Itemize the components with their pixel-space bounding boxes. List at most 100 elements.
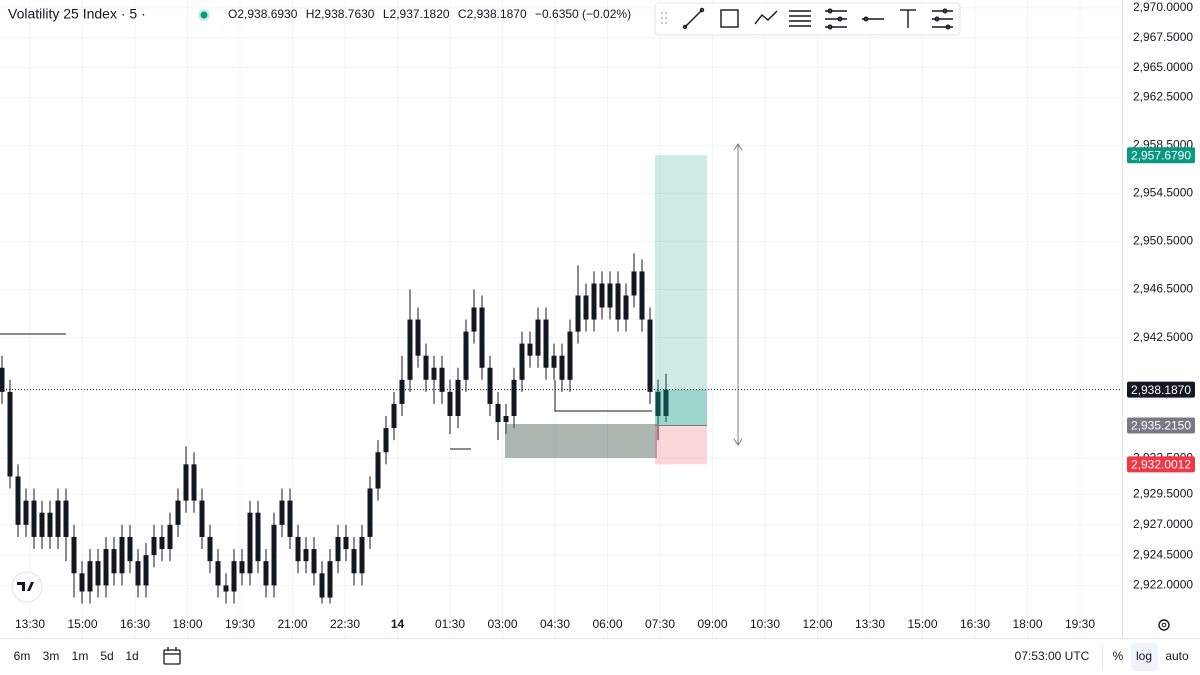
ohlc-key: C xyxy=(458,7,467,21)
candle-body xyxy=(591,283,597,320)
status-dot xyxy=(200,11,208,19)
candle-body xyxy=(151,536,157,556)
candle-body xyxy=(599,283,605,308)
candle-body xyxy=(255,512,261,562)
range-button[interactable]: 5d xyxy=(100,649,113,663)
candle-body xyxy=(231,561,237,592)
x-tick-label: 07:30 xyxy=(645,617,675,631)
tool-text[interactable] xyxy=(900,9,916,28)
x-tick-label: 12:00 xyxy=(802,617,832,631)
y-tick-label: 2,954.5000 xyxy=(1133,186,1193,200)
candle-body xyxy=(23,500,29,525)
last-price-label: 2,938.1870 xyxy=(1131,383,1191,397)
ohlc-key: O xyxy=(228,7,237,21)
candle-body xyxy=(623,295,629,320)
y-tick-label: 2,946.5000 xyxy=(1133,282,1193,296)
log-toggle[interactable]: log xyxy=(1136,649,1152,663)
logo[interactable] xyxy=(11,571,43,603)
candle-body xyxy=(199,500,205,537)
candle-body xyxy=(167,524,173,550)
toolbar-bg xyxy=(654,2,961,36)
x-tick-label: 13:30 xyxy=(855,617,885,631)
candle-body xyxy=(375,452,381,489)
candle-body xyxy=(47,512,53,537)
candle-body xyxy=(383,428,389,453)
candle-body xyxy=(543,319,549,368)
candle-body xyxy=(223,585,229,592)
candle-body xyxy=(143,555,149,586)
position-tool xyxy=(655,155,707,465)
candle-body xyxy=(263,561,269,586)
drawn-line xyxy=(554,380,652,412)
x-tick-label: 16:30 xyxy=(120,617,150,631)
range-button[interactable]: 6m xyxy=(14,649,31,663)
x-tick-label: 15:00 xyxy=(907,617,937,631)
candle-body xyxy=(663,389,669,417)
candle-body xyxy=(71,536,77,574)
drawn-rectangle xyxy=(505,424,657,458)
range-button[interactable]: 1d xyxy=(125,649,138,663)
candle-body xyxy=(87,561,93,592)
candle-body xyxy=(191,464,197,501)
candle-body xyxy=(615,283,621,320)
y-tick-label: 2,950.5000 xyxy=(1133,234,1193,248)
tool-path[interactable] xyxy=(754,10,778,25)
candle-body xyxy=(159,536,165,550)
x-tick-label: 03:00 xyxy=(487,617,517,631)
candle-body xyxy=(319,573,325,598)
range-button[interactable]: 1m xyxy=(72,649,89,663)
tool-pitch[interactable] xyxy=(825,8,847,30)
y-tick-label: 2,927.0000 xyxy=(1133,517,1193,531)
candle-body xyxy=(111,549,117,574)
symbol: Volatility 25 Index · 5 · xyxy=(8,6,146,22)
candle-body xyxy=(15,476,21,525)
candle-body xyxy=(559,355,565,380)
drag-handle xyxy=(661,12,667,24)
arrow-head xyxy=(733,438,743,446)
candle-body xyxy=(567,331,573,380)
candle-body xyxy=(439,367,445,392)
candle-body xyxy=(367,488,373,537)
candle-body xyxy=(359,536,365,574)
x-tick-label: 22:30 xyxy=(330,617,360,631)
tool-fib[interactable] xyxy=(789,10,811,27)
auto-toggle[interactable]: auto xyxy=(1165,649,1189,663)
candle-body xyxy=(0,367,5,392)
ohlc-key: L xyxy=(383,7,390,21)
candle-body xyxy=(103,549,109,586)
candle-body xyxy=(351,549,357,574)
entry-label: 2,935.2150 xyxy=(1131,419,1191,433)
y-tick-label: 2,965.0000 xyxy=(1133,60,1193,74)
candle-body xyxy=(271,524,277,586)
calendar-icon[interactable] xyxy=(163,647,181,665)
candle-body xyxy=(647,319,653,392)
candle-body xyxy=(247,512,253,574)
ohlc-value: 2,937.1820 xyxy=(390,7,450,21)
candle-body xyxy=(551,355,557,368)
candle-body xyxy=(279,500,285,525)
percent-toggle[interactable]: % xyxy=(1113,649,1124,663)
candle-body xyxy=(183,464,189,501)
candle-body xyxy=(135,561,141,586)
candle-body xyxy=(55,500,61,537)
candle-body xyxy=(399,379,405,404)
target-label: 2,957.6790 xyxy=(1131,148,1191,162)
tool-hline[interactable] xyxy=(862,16,884,22)
y-tick-label: 2,922.0000 xyxy=(1133,578,1193,592)
x-tick-label: 19:30 xyxy=(1065,617,1095,631)
x-tick-label: 04:30 xyxy=(540,617,570,631)
y-tick-label: 2,970.0000 xyxy=(1133,0,1193,14)
candle-body xyxy=(127,536,133,562)
tool-rect[interactable] xyxy=(720,9,739,28)
tool-settings[interactable] xyxy=(932,8,953,30)
stop-zone xyxy=(655,425,707,465)
drawing-toolbar xyxy=(654,2,961,36)
stop-label-bg xyxy=(1127,456,1195,473)
candle-body xyxy=(503,416,509,423)
range-button[interactable]: 3m xyxy=(43,649,60,663)
tool-line[interactable] xyxy=(682,7,705,30)
ohlc-value: 2,938.6930 xyxy=(237,7,297,21)
settings[interactable] xyxy=(1158,619,1170,631)
candle-body xyxy=(39,512,45,537)
